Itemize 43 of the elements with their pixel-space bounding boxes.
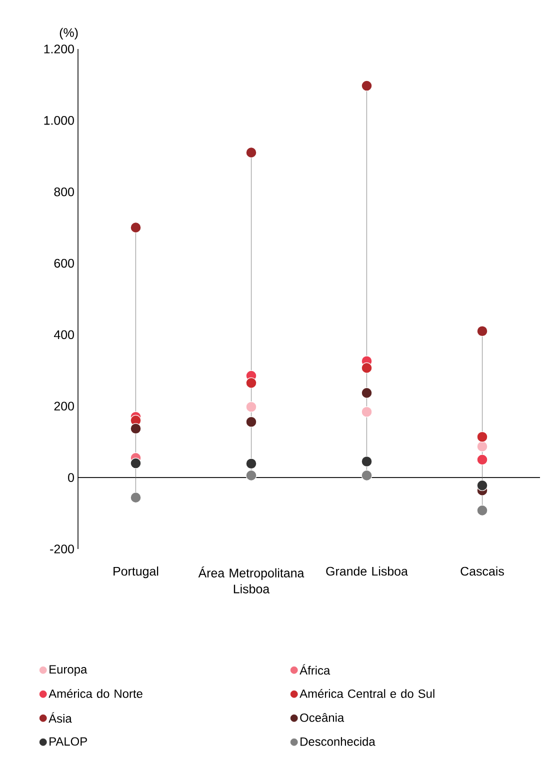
point	[130, 222, 142, 234]
y-tick-label: 1.200	[44, 44, 74, 54]
point	[246, 147, 257, 158]
legend-label: África	[300, 664, 330, 675]
point	[476, 326, 488, 337]
point	[246, 458, 257, 470]
point	[361, 362, 372, 374]
legend-label: Oceânia	[300, 713, 344, 722]
point	[246, 470, 257, 481]
x-tick-label: Portugal	[114, 566, 158, 578]
y-tick-label: 1.000	[44, 116, 74, 125]
x-tick-label: Cascais	[460, 566, 504, 576]
point	[361, 80, 372, 92]
x-tick-label: Grande Lisboa	[326, 566, 408, 576]
point	[361, 406, 372, 418]
point	[246, 401, 257, 412]
point	[246, 377, 257, 388]
legend-label: Europa	[50, 665, 88, 676]
x-tick-label: Área Metropolitana Lisboa	[198, 566, 304, 594]
legend-label: PALOP	[50, 737, 87, 746]
point	[130, 458, 142, 469]
point	[476, 441, 488, 452]
y-tick-label: -200	[50, 544, 74, 554]
legend-label: Desconhecida	[300, 737, 376, 746]
y-axis-title: (%)	[60, 28, 78, 40]
point	[130, 423, 142, 434]
point	[476, 504, 488, 516]
legend-label: Ásia	[48, 712, 72, 723]
legend-label: América do Norte	[48, 689, 142, 698]
point	[361, 456, 372, 467]
y-tick-label: 600	[54, 258, 74, 268]
y-tick-label: 200	[54, 402, 74, 411]
point	[476, 431, 488, 442]
y-tick-label: 400	[54, 330, 74, 340]
y-tick-label: 800	[54, 187, 74, 196]
point	[476, 454, 488, 466]
point	[361, 387, 372, 398]
y-tick-label: 0	[68, 473, 74, 482]
point	[476, 480, 488, 491]
point	[361, 470, 372, 481]
point	[130, 492, 142, 504]
legend-label: América Central e do Sul	[300, 689, 434, 698]
point	[246, 416, 257, 428]
